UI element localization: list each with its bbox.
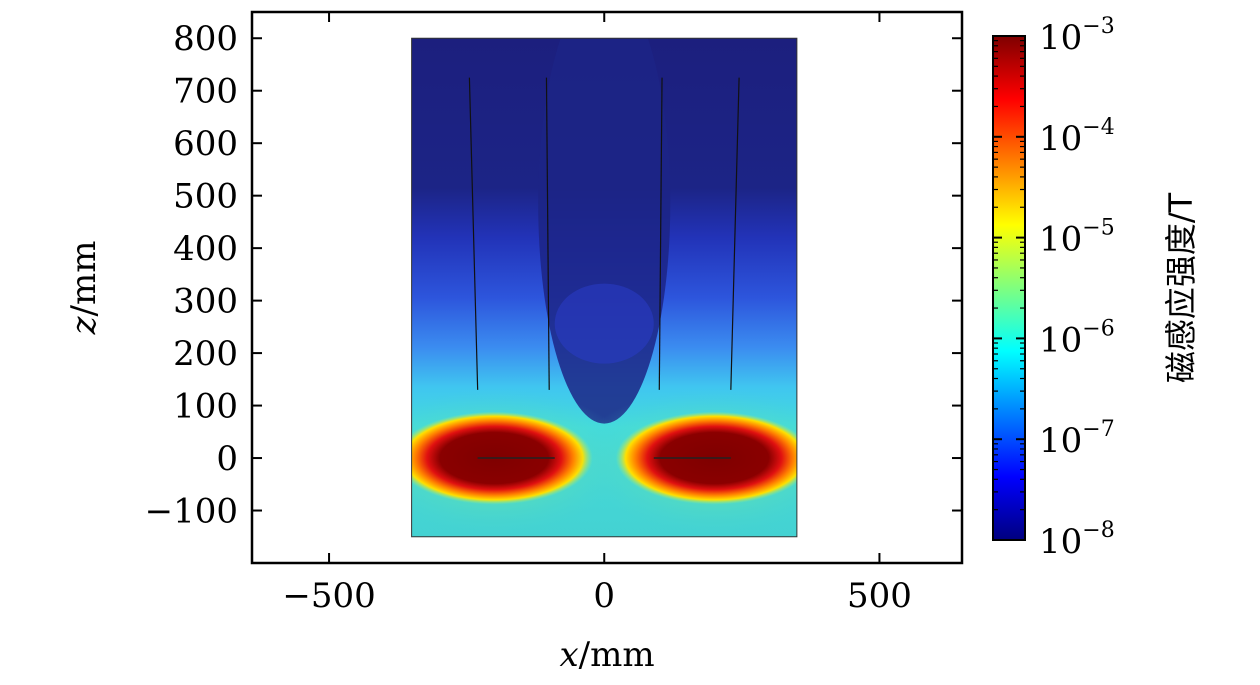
colorbar-minor-ticks bbox=[993, 40, 1025, 511]
y-tick-label: 600 bbox=[173, 124, 238, 164]
colorbar-tick-label: 10−5 bbox=[1039, 216, 1115, 260]
colorbar-tick-label: 10−7 bbox=[1039, 417, 1115, 461]
y-axis-ticks: 800 700 600 500 400 300 200 100 0 −100 bbox=[145, 19, 962, 532]
x-tick-label: 0 bbox=[593, 576, 615, 616]
colorbar-label: 磁感应强度/T bbox=[1162, 192, 1200, 383]
heatmap-field bbox=[411, 38, 797, 537]
y-tick-label: 0 bbox=[216, 439, 238, 479]
y-tick-label: 500 bbox=[173, 177, 238, 217]
colorbar: 10−3 10−4 10−5 10−6 10−7 10−8 磁感应强度/T bbox=[992, 14, 1200, 562]
x-tick-label: 500 bbox=[847, 576, 912, 616]
axes-frame bbox=[250, 10, 964, 565]
x-axis-ticks: −500 0 500 bbox=[282, 12, 912, 616]
y-tick-label: 200 bbox=[173, 334, 238, 374]
colorbar-tick-label: 10−6 bbox=[1039, 316, 1115, 360]
y-axis-label: z/mm bbox=[64, 241, 104, 336]
y-axis-label-var: z bbox=[64, 315, 104, 335]
field-line-4 bbox=[730, 77, 740, 390]
colorbar-gradient bbox=[992, 35, 1026, 541]
y-tick-label: 100 bbox=[173, 387, 238, 427]
colorbar-ticks: 10−3 10−4 10−5 10−6 10−7 10−8 bbox=[993, 14, 1115, 562]
y-tick-label: 700 bbox=[173, 72, 238, 112]
field-line-2 bbox=[545, 77, 550, 390]
domain-border bbox=[411, 37, 798, 538]
plot-area: −500 0 500 800 700 600 500 400 300 200 100 0 −100 bbox=[145, 10, 964, 616]
y-tick-label: 300 bbox=[173, 282, 238, 322]
y-tick-label: 800 bbox=[173, 19, 238, 59]
field-line-1 bbox=[468, 77, 479, 390]
x-axis-label: x/mm bbox=[559, 635, 654, 675]
colorbar-tick-label: 10−4 bbox=[1039, 115, 1115, 159]
field-line-3 bbox=[658, 77, 663, 390]
y-tick-label: −100 bbox=[145, 492, 238, 532]
colorbar-tick-label: 10−8 bbox=[1039, 518, 1115, 562]
x-tick-label: −500 bbox=[282, 576, 375, 616]
x-axis-label-unit: /mm bbox=[579, 635, 655, 675]
y-tick-label: 400 bbox=[173, 229, 238, 269]
colorbar-tick-label: 10−3 bbox=[1039, 14, 1115, 58]
y-axis-label-unit: /mm bbox=[64, 241, 104, 317]
field-low-dome-edge bbox=[554, 283, 654, 364]
x-axis-label-var: x bbox=[559, 635, 578, 675]
